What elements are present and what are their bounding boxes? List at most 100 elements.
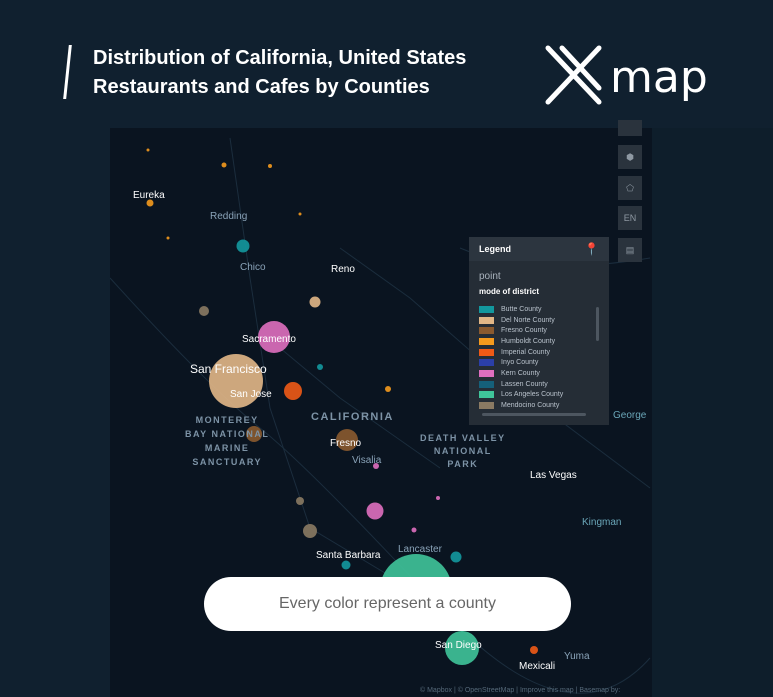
title-accent-bar (63, 45, 72, 99)
restaurant-marker[interactable] (411, 527, 417, 533)
pin-icon[interactable]: 📍 (584, 242, 599, 256)
label-death-valley: DEATH VALLEY NATIONAL PARK (420, 433, 506, 469)
legend-item: Humboldt County (479, 336, 609, 347)
label-california: CALIFORNIA (311, 411, 394, 423)
label-san-diego: San Diego (435, 640, 482, 651)
restaurant-marker[interactable] (296, 497, 304, 505)
svg-text:map: map (610, 52, 708, 103)
table-icon: ▤ (625, 244, 635, 255)
restaurant-marker[interactable] (284, 382, 302, 400)
restaurant-marker[interactable] (209, 354, 263, 408)
legend-item: Imperial County (479, 347, 609, 358)
legend-label: Kern County (501, 369, 540, 377)
legend-swatch (479, 316, 494, 324)
page-title: Distribution of California, United State… (93, 44, 466, 102)
restaurant-marker[interactable] (385, 386, 391, 392)
title-line-2: Restaurants and Cafes by Counties (93, 76, 430, 98)
legend-panel: Legend 📍 point mode of district Butte Cou… (469, 237, 609, 425)
language-button[interactable]: EN (618, 206, 642, 230)
label-reno: Reno (331, 264, 355, 275)
restaurant-marker[interactable] (373, 463, 379, 469)
legend-label: Fresno County (501, 327, 547, 335)
polygon-icon: ⬠ (626, 182, 634, 193)
draw-polygon-button[interactable]: ⬠ (618, 176, 642, 200)
restaurant-marker[interactable] (268, 164, 272, 168)
caption-pill: Every color represent a county (204, 577, 571, 631)
legend-horizontal-scrollbar[interactable] (482, 413, 586, 416)
legend-item: Butte County (479, 304, 609, 315)
legend-swatch (479, 402, 494, 410)
legend-swatch (479, 348, 494, 356)
legend-label: Del Norte County (501, 316, 555, 324)
map-attribution[interactable]: © Mapbox | © OpenStreetMap | Improve thi… (420, 687, 621, 694)
legend-field: mode of district (479, 287, 540, 296)
map-edge (652, 128, 773, 697)
label-lancaster: Lancaster (398, 544, 442, 555)
restaurant-marker[interactable] (450, 551, 462, 563)
legend-label: Mendocino County (501, 402, 560, 410)
map-control-button[interactable] (618, 120, 642, 136)
legend-swatch (479, 380, 494, 388)
legend-label: Los Angeles County (501, 391, 564, 399)
legend-label: Imperial County (501, 348, 551, 356)
legend-swatch (479, 359, 494, 367)
restaurant-marker[interactable] (309, 296, 321, 308)
legend-toggle-button[interactable]: ▤ (618, 238, 642, 262)
xmap-logo: map (544, 44, 714, 110)
legend-item: Kern County (479, 368, 609, 379)
title-line-1: Distribution of California, United State… (93, 47, 467, 69)
legend-swatch (479, 369, 494, 377)
restaurant-marker[interactable] (298, 212, 302, 216)
legend-layer: point (479, 271, 501, 282)
legend-item: Del Norte County (479, 315, 609, 326)
label-visalia: Visalia (352, 455, 382, 466)
restaurant-marker[interactable] (530, 646, 538, 654)
restaurant-marker[interactable] (317, 364, 323, 370)
restaurant-marker[interactable] (199, 306, 209, 316)
legend-swatch (479, 337, 494, 345)
label-fresno: Fresno (330, 438, 362, 449)
label-sacramento: Sacramento (242, 334, 296, 345)
legend-item: Fresno County (479, 325, 609, 336)
legend-label: Lassen County (501, 380, 548, 388)
restaurant-marker[interactable] (221, 162, 227, 168)
legend-swatch (479, 305, 494, 313)
restaurant-marker[interactable] (236, 239, 250, 253)
restaurant-marker[interactable] (366, 502, 384, 520)
label-george: George (613, 410, 647, 421)
label-chico: Chico (240, 262, 266, 273)
restaurant-marker[interactable] (146, 199, 154, 207)
restaurant-marker[interactable] (303, 524, 317, 538)
label-monterey-bay: MONTEREY BAY NATIONAL MARINE SANCTUARY (185, 415, 270, 467)
legend-item: Inyo County (479, 357, 609, 368)
label-redding: Redding (210, 211, 248, 222)
label-kingman: Kingman (582, 517, 622, 528)
legend-scrollbar[interactable] (596, 307, 599, 341)
legend-label: Butte County (501, 305, 542, 313)
label-mexicali: Mexicali (519, 661, 556, 672)
label-eureka: Eureka (133, 190, 165, 201)
legend-label: Humboldt County (501, 337, 556, 345)
legend-swatch (479, 391, 494, 399)
label-yuma: Yuma (564, 651, 590, 662)
restaurant-marker[interactable] (166, 236, 170, 240)
legend-title: Legend (479, 244, 512, 254)
restaurant-marker[interactable] (436, 496, 440, 500)
legend-item: Los Angeles County (479, 390, 609, 401)
restaurant-marker[interactable] (258, 321, 290, 353)
label-san-francisco: San Francisco (190, 362, 267, 376)
label-santa-barbara: Santa Barbara (316, 550, 381, 561)
cube-icon: ⬢ (626, 151, 634, 162)
restaurant-marker[interactable] (445, 631, 479, 665)
restaurant-marker[interactable] (146, 148, 150, 152)
restaurant-marker[interactable] (341, 560, 351, 570)
legend-swatch (479, 327, 494, 335)
legend-item: Lassen County (479, 379, 609, 390)
3d-view-button[interactable]: ⬢ (618, 145, 642, 169)
label-san-jose: San Jose (230, 389, 272, 400)
label-las-vegas: Las Vegas (530, 470, 577, 481)
restaurant-marker[interactable] (246, 426, 262, 442)
legend-item: Mendocino County (479, 400, 609, 411)
legend-label: Inyo County (501, 359, 539, 367)
restaurant-marker[interactable] (336, 429, 358, 451)
